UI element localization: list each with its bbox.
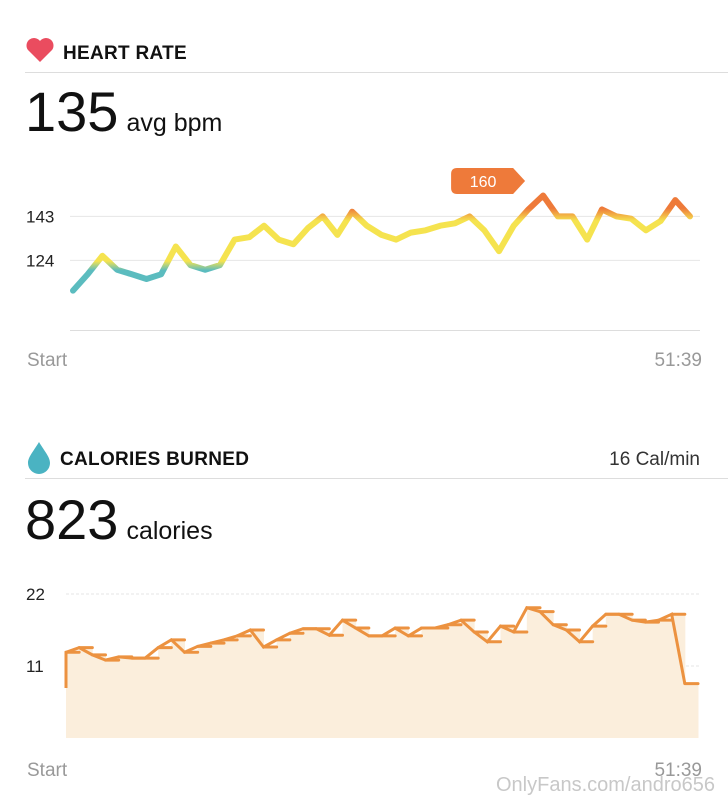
area-step [92,654,106,738]
rate-label: 16 Cal/min [609,449,700,470]
area-step [342,620,357,738]
area-step [434,628,449,738]
area-step [447,624,462,738]
area-step [408,635,422,738]
area-step [671,614,686,738]
area-step [619,614,633,738]
area-step [684,683,699,738]
x-label: 51:39 [654,350,702,371]
summary-unit: calories [126,517,212,545]
heart-rate-line [70,192,693,294]
section-title: CALORIES BURNED [60,449,249,470]
section-title: HEART RATE [63,43,187,64]
area-step [540,611,554,738]
area-step [553,624,567,738]
area-step [329,635,343,738]
area-step [421,628,436,738]
y-tick-label: 143 [26,207,54,226]
area-step [276,639,291,738]
summary-value: 823 [25,488,118,551]
area-step [66,652,80,738]
area-step [632,620,646,738]
watermark: OnlyFans.com/andro656 [496,774,715,796]
x-label: Start [27,760,68,781]
area-step [237,635,251,738]
area-step [197,646,212,738]
area-step [289,633,304,738]
area-step [145,658,159,738]
x-label: Start [27,350,68,371]
area-step [658,620,673,738]
area-step [461,620,475,738]
area-step [592,626,607,738]
x-label: 51:39 [654,760,702,781]
area-step [210,643,225,738]
area-step [645,622,659,738]
area-step [184,652,199,738]
area-step [513,631,528,738]
area-step [605,614,620,738]
area-step [368,635,383,738]
flame-icon [28,442,50,474]
area-step [316,628,330,738]
area-step [487,641,501,738]
area-step [526,607,541,738]
area-step [355,628,370,738]
area-step [500,626,515,738]
y-tick-label: 11 [26,657,44,676]
area-step [158,647,172,738]
area-step [131,658,146,738]
summary-value: 135 [25,80,118,143]
area-step [579,641,594,738]
area-step [118,656,133,738]
annotation-badge [451,168,526,194]
heart-icon [26,38,54,62]
area-step [395,628,409,738]
area-step [171,639,185,738]
area-step [250,630,264,738]
area-step [566,630,580,738]
summary: 135 avg bpm [25,80,222,143]
area-step [105,660,120,738]
area-step [382,635,396,738]
area-step [224,639,238,738]
area-step [303,628,317,738]
y-tick-label: 22 [26,585,45,604]
y-tick-label: 124 [26,251,54,270]
annotation: 160 [470,174,497,191]
area-step [79,647,93,738]
summary-unit: avg bpm [126,109,222,137]
area-step [474,631,488,738]
summary: 823 calories [25,488,213,551]
area-step [263,647,278,738]
